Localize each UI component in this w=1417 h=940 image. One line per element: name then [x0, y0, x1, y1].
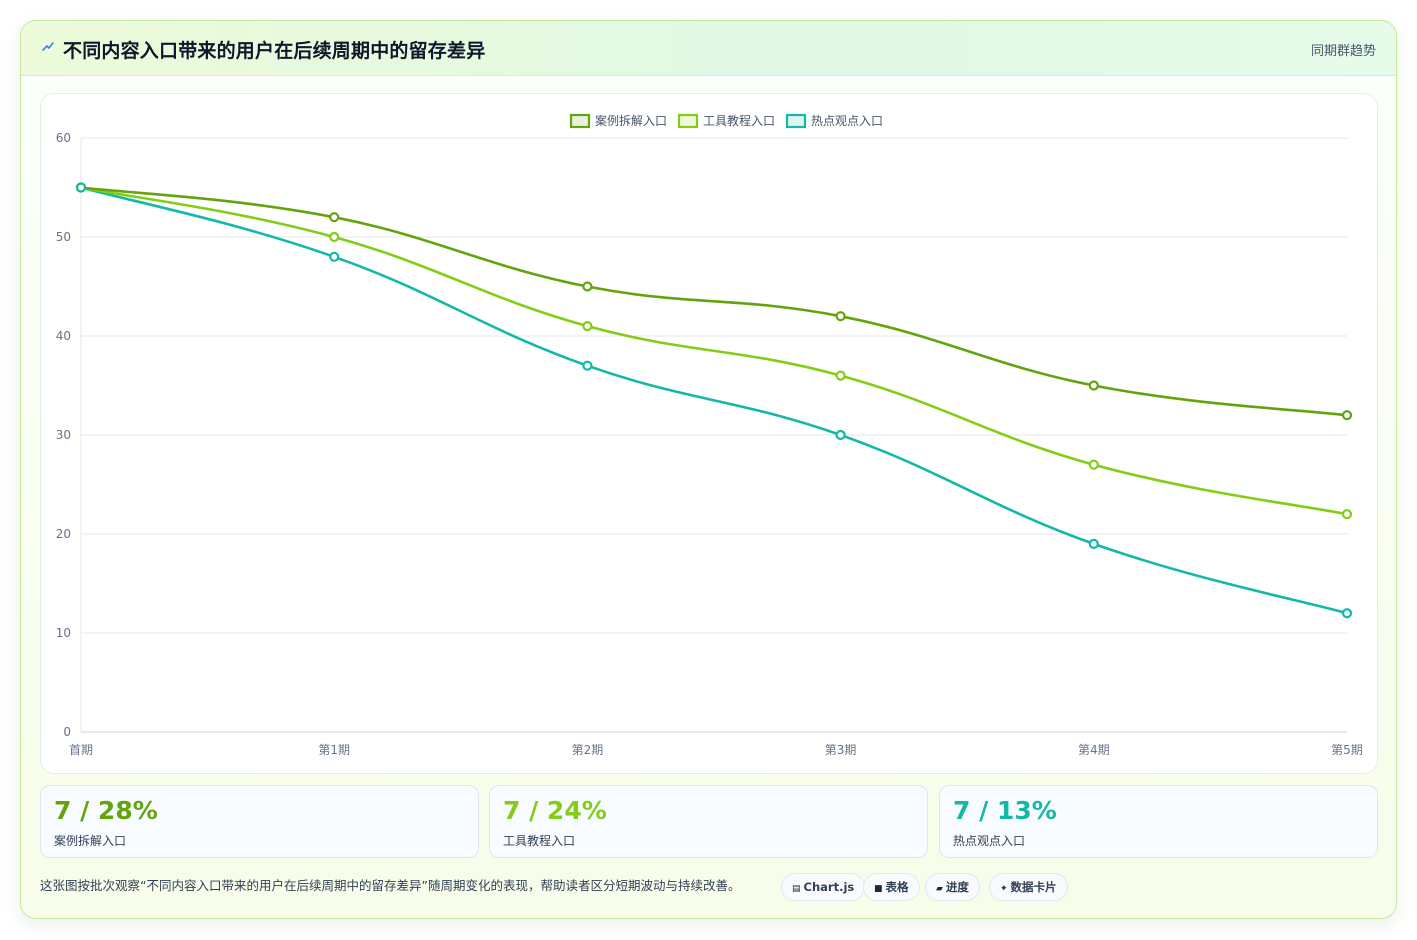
data-point — [582, 360, 593, 371]
data-point — [329, 251, 340, 262]
data-point — [1088, 459, 1099, 470]
data-point — [835, 370, 846, 381]
x-tick-label: 第3期 — [825, 743, 857, 757]
data-point — [1341, 509, 1353, 520]
sparkle-icon: ✦ — [1000, 884, 1008, 894]
kpi-card-hot: 7 / 13% 热点观点入口 — [939, 785, 1378, 858]
legend-label: 热点观点入口 — [811, 114, 883, 128]
data-point — [1341, 608, 1353, 619]
data-point — [835, 429, 846, 441]
y-tick-label: 20 — [56, 527, 71, 541]
series-line — [80, 186, 1348, 516]
tag-label: 进度 — [945, 880, 969, 894]
data-point — [582, 281, 593, 292]
x-tick-label: 第1期 — [318, 743, 350, 757]
chart-icon: ▤ — [792, 884, 801, 894]
kpi-card-tool: 7 / 24% 工具教程入口 — [489, 785, 928, 858]
tag-table[interactable]: ■ 表格 — [863, 873, 920, 901]
data-point — [835, 311, 846, 322]
line-chart: 0 10 20 30 40 50 60 首期 第1期 第2期 第3期 第4期 第5期 案例拆解入口 工具教程… — [56, 113, 1363, 757]
data-point — [1088, 538, 1099, 549]
x-tick-label: 第4期 — [1078, 743, 1110, 757]
chart-description: 这张图按批次观察“不同内容入口带来的用户在后续周期中的留存差异”随周期变化的表现… — [40, 878, 741, 893]
y-tick-label: 10 — [56, 626, 71, 640]
x-tick-label: 首期 — [69, 743, 93, 757]
legend-swatch — [785, 113, 807, 129]
x-tick-label: 第5期 — [1331, 743, 1363, 757]
series-line — [80, 186, 1348, 615]
card-header: 不同内容入口带来的用户在后续周期中的留存差异 同期群趋势 — [21, 21, 1396, 76]
tag-progress[interactable]: ▰ 进度 — [925, 873, 980, 901]
series-line — [80, 186, 1348, 417]
tag-label: Chart.js — [803, 880, 855, 894]
chart-card: 不同内容入口带来的用户在后续周期中的留存差异 同期群趋势 0 10 20 30 40 50… — [20, 20, 1397, 919]
tag-label: 表格 — [885, 880, 909, 894]
kpi-label: 案例拆解入口 — [54, 834, 127, 848]
tag-chartjs[interactable]: ▤ Chart.js — [781, 873, 866, 901]
data-point — [329, 212, 340, 223]
cohort-trend-link[interactable]: 同期群趋势 — [1310, 44, 1376, 59]
data-point — [75, 182, 87, 193]
kpi-label: 工具教程入口 — [503, 834, 576, 848]
data-point — [1341, 410, 1353, 421]
y-tick-label: 40 — [56, 329, 71, 343]
data-point — [582, 321, 593, 332]
bolt-icon — [42, 42, 54, 51]
data-point — [329, 231, 340, 243]
tag-label: 数据卡片 — [1010, 880, 1057, 894]
tag-data-card[interactable]: ✦ 数据卡片 — [989, 873, 1068, 901]
y-tick-label: 30 — [56, 428, 71, 442]
table-icon: ■ — [874, 884, 883, 894]
x-tick-label: 第2期 — [572, 743, 604, 757]
kpi-value: 7 / 28% — [54, 796, 158, 825]
legend-label: 案例拆解入口 — [595, 113, 667, 128]
y-tick-label: 60 — [56, 131, 71, 145]
kpi-label: 热点观点入口 — [953, 834, 1026, 848]
kpi-value: 7 / 24% — [503, 796, 607, 825]
data-point — [1088, 380, 1099, 391]
kpi-value: 7 / 13% — [953, 796, 1057, 825]
legend-swatch — [569, 113, 591, 129]
legend-label: 工具教程入口 — [703, 113, 775, 128]
y-tick-label: 0 — [63, 725, 71, 739]
kpi-card-case: 7 / 28% 案例拆解入口 — [40, 785, 479, 858]
legend-swatch — [677, 113, 699, 129]
progress-icon: ▰ — [936, 884, 943, 894]
y-tick-label: 50 — [56, 230, 71, 244]
page-title: 不同内容入口带来的用户在后续周期中的留存差异 — [63, 40, 486, 62]
chart-panel: 0 10 20 30 40 50 60 首期 第1期 第2期 第3期 第4期 第5期 案例拆解入口 工具教程… — [40, 93, 1378, 774]
